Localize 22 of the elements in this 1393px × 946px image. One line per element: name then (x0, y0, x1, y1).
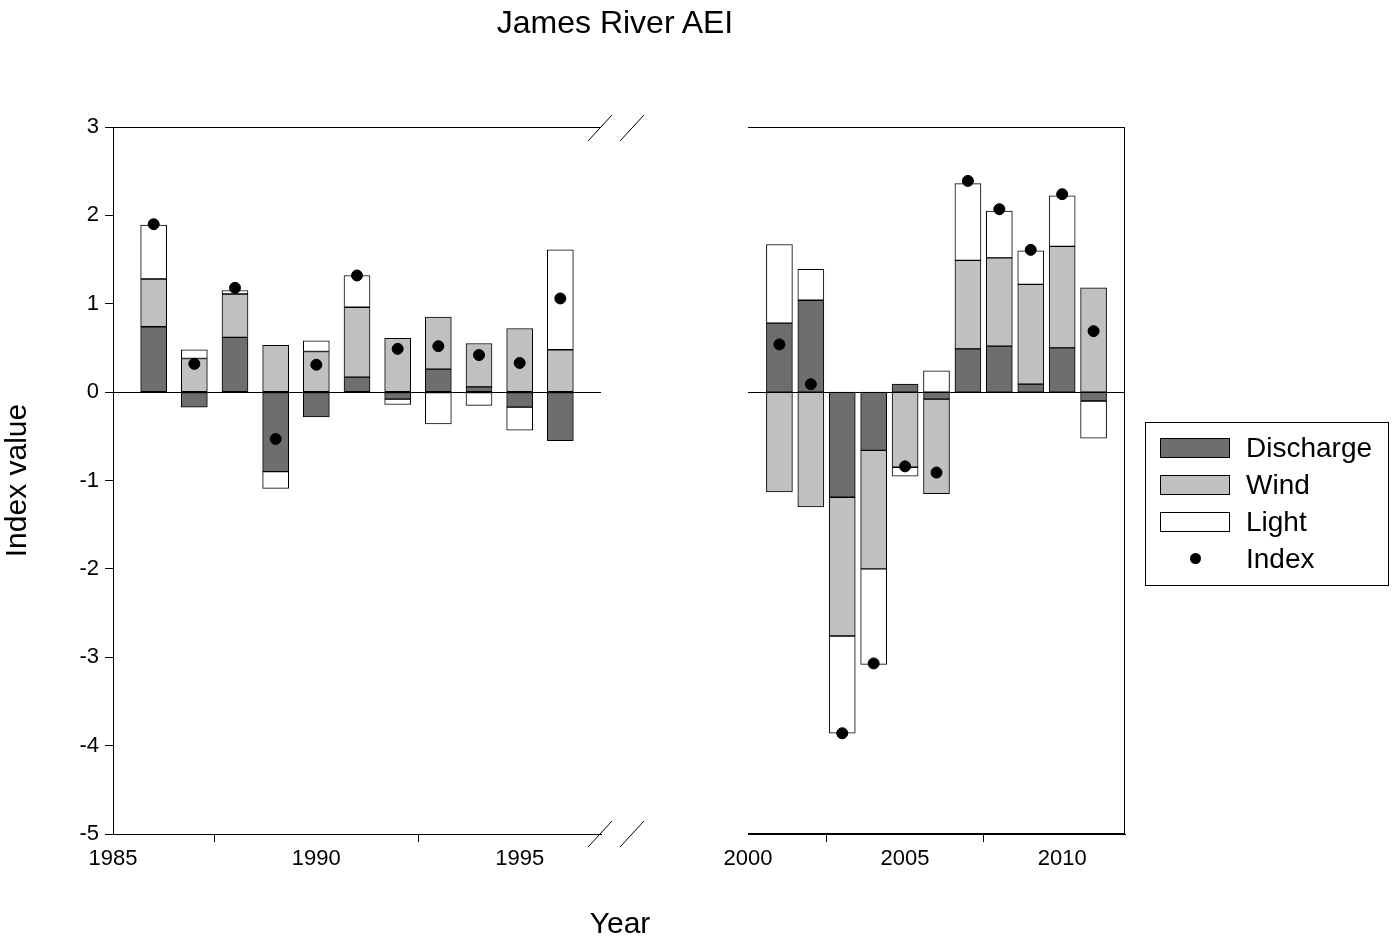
legend-label: Light (1246, 505, 1307, 538)
legend-label: Index (1246, 542, 1315, 575)
y-tick-label: 3 (86, 113, 99, 139)
y-tick-label: -3 (79, 643, 99, 669)
legend-label: Wind (1246, 468, 1310, 501)
y-tick-label: -5 (79, 820, 99, 846)
x-axis-title: Year (588, 906, 652, 940)
x-tick-label: 2010 (1037, 845, 1087, 871)
y-tick-label: 2 (86, 201, 99, 227)
x-tick-label: 1995 (495, 845, 545, 871)
y-axis-title: Index value (0, 403, 33, 558)
x-tick-label: 1990 (291, 845, 341, 871)
y-tick-label: -1 (79, 466, 99, 492)
x-tick-label: 1985 (88, 845, 138, 871)
y-tick-label: -4 (79, 731, 99, 757)
chart-title: James River AEI (495, 4, 735, 41)
x-tick-label: 2005 (880, 845, 930, 871)
legend-label: Discharge (1246, 431, 1373, 464)
y-tick-label: 0 (86, 378, 99, 404)
y-tick-label: -2 (79, 554, 99, 580)
y-tick-label: 1 (86, 289, 99, 315)
x-tick-label: 2000 (723, 845, 773, 871)
